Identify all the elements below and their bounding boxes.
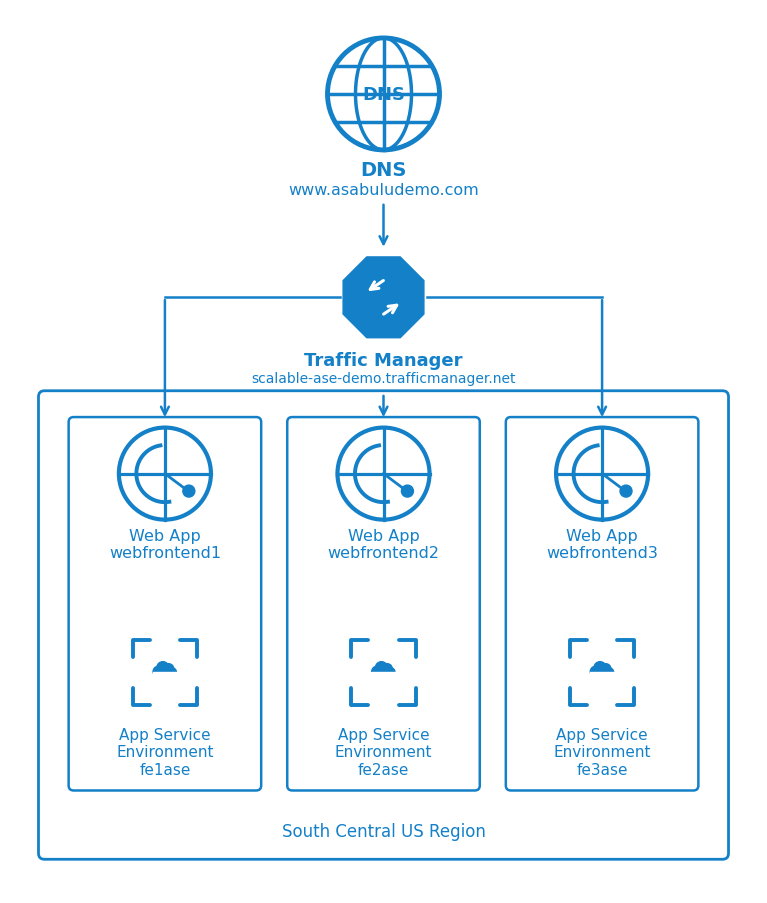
Circle shape	[119, 428, 211, 520]
Bar	[153, 673, 177, 678]
Circle shape	[163, 664, 173, 674]
Circle shape	[591, 666, 601, 677]
Bar	[371, 673, 396, 678]
Circle shape	[620, 486, 632, 498]
Text: Web App
webfrontend3: Web App webfrontend3	[546, 528, 658, 561]
Circle shape	[380, 668, 390, 678]
Text: App Service
Environment
fe2ase: App Service Environment fe2ase	[334, 727, 433, 777]
Circle shape	[401, 486, 413, 498]
Text: App Service
Environment
fe1ase: App Service Environment fe1ase	[116, 727, 214, 777]
Text: South Central US Region: South Central US Region	[281, 823, 486, 841]
Text: Web App
webfrontend2: Web App webfrontend2	[328, 528, 439, 561]
Text: DNS: DNS	[362, 86, 405, 104]
Circle shape	[599, 668, 608, 678]
Circle shape	[337, 428, 430, 520]
Circle shape	[601, 664, 611, 674]
Circle shape	[556, 428, 648, 520]
Text: scalable-ase-demo.trafficmanager.net: scalable-ase-demo.trafficmanager.net	[252, 372, 515, 386]
Polygon shape	[343, 257, 424, 339]
Circle shape	[153, 666, 164, 677]
Circle shape	[156, 662, 169, 674]
Text: www.asabuludemo.com: www.asabuludemo.com	[288, 182, 479, 198]
Circle shape	[375, 662, 387, 674]
Circle shape	[382, 664, 392, 674]
Circle shape	[372, 666, 383, 677]
Circle shape	[387, 668, 395, 676]
Text: Traffic Manager: Traffic Manager	[304, 351, 463, 369]
Text: App Service
Environment
fe3ase: App Service Environment fe3ase	[553, 727, 651, 777]
Bar	[590, 673, 614, 678]
Text: DNS: DNS	[360, 161, 407, 180]
Circle shape	[183, 486, 195, 498]
Circle shape	[605, 668, 614, 676]
Circle shape	[594, 662, 606, 674]
Circle shape	[162, 668, 171, 678]
Circle shape	[328, 39, 439, 151]
Circle shape	[168, 668, 176, 676]
Text: Web App
webfrontend1: Web App webfrontend1	[109, 528, 221, 561]
